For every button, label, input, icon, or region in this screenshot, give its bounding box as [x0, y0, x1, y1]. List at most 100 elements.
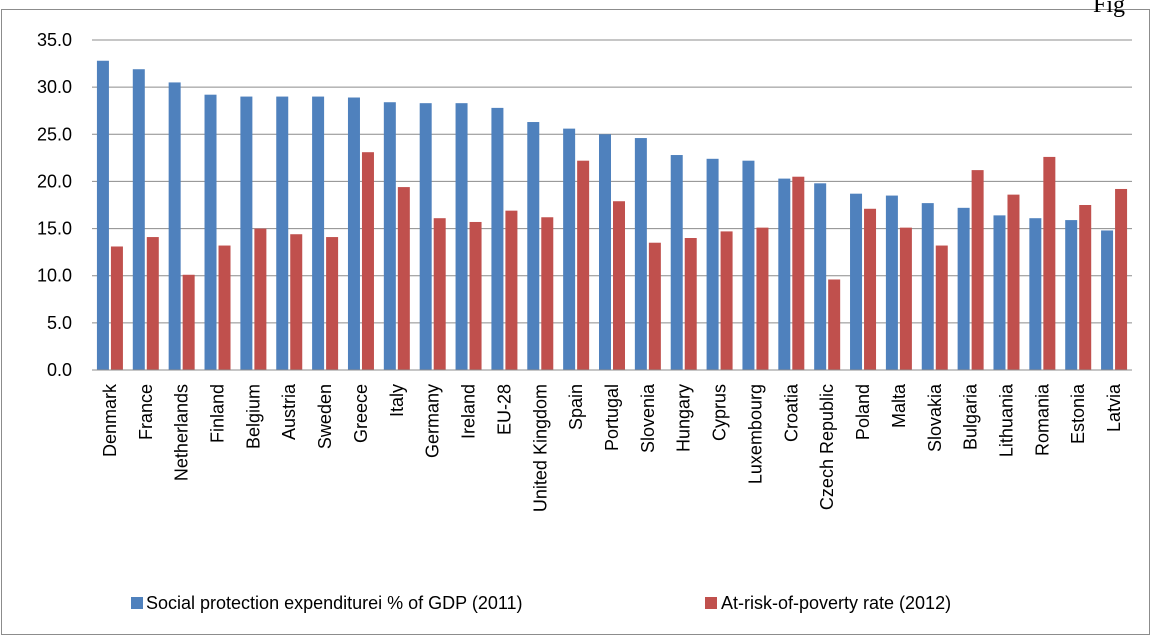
bar-expenditure-sweden — [312, 96, 325, 371]
bar-expenditure-united-kingdom — [527, 122, 540, 371]
bar-poverty-slovenia — [648, 242, 661, 370]
bar-expenditure-slovakia — [921, 203, 934, 370]
bar-expenditure-finland — [204, 94, 217, 370]
bar-expenditure-spain — [563, 128, 576, 370]
bar-poverty-greece — [361, 152, 374, 370]
bar-poverty-lithuania — [1007, 194, 1020, 370]
bar-expenditure-portugal — [599, 134, 611, 370]
bar-poverty-netherlands — [182, 274, 195, 370]
bar-poverty-ireland — [469, 221, 482, 370]
bar-poverty-estonia — [1079, 205, 1092, 370]
x-tick-label: Portugal — [602, 384, 622, 451]
x-tick-label: Slovakia — [925, 383, 945, 452]
x-tick-label: United Kingdom — [530, 384, 550, 512]
y-tick-label: 0.0 — [47, 360, 72, 380]
x-tick-label: Slovenia — [638, 383, 658, 453]
bar-poverty-bulgaria — [971, 170, 984, 370]
bar-poverty-cyprus — [720, 231, 733, 370]
bar-poverty-austria — [290, 234, 303, 370]
x-axis-tick-labels: Denmark France Netherlands Finland Belgium Au… — [100, 383, 1124, 512]
bar-poverty-sweden — [326, 237, 339, 370]
bar-poverty-croatia — [792, 176, 805, 370]
y-tick-label: 10.0 — [37, 266, 72, 286]
bar-expenditure-greece — [347, 97, 360, 370]
bar-poverty-slovakia — [935, 245, 948, 370]
legend-label-expenditure: Social protection expenditurei % of GDP … — [146, 593, 523, 613]
bar-poverty-united-kingdom — [541, 217, 554, 370]
bar-poverty-eu-28 — [505, 210, 518, 370]
y-tick-label: 25.0 — [37, 124, 72, 144]
bar-expenditure-lithuania — [993, 215, 1006, 370]
bar-poverty-poland — [864, 208, 877, 370]
bar-expenditure-slovenia — [634, 138, 647, 370]
bar-expenditure-germany — [419, 103, 432, 371]
bar-poverty-france — [146, 237, 159, 370]
bar-poverty-germany — [433, 218, 446, 370]
x-tick-label: Italy — [387, 384, 407, 417]
x-tick-label: Greece — [351, 384, 371, 443]
bar-expenditure-belgium — [240, 96, 253, 371]
bar-poverty-luxembourg — [756, 227, 769, 370]
x-tick-label: Estonia — [1068, 383, 1088, 444]
x-tick-label: Cyprus — [710, 384, 730, 441]
bar-expenditure-netherlands — [168, 82, 181, 370]
bar-expenditure-latvia — [1101, 230, 1114, 370]
bar-poverty-romania — [1043, 156, 1056, 370]
y-tick-label: 35.0 — [37, 30, 72, 50]
y-axis-tick-labels: 0.0 5.0 10.0 15.0 20.0 25.0 30.0 35.0 — [37, 30, 72, 380]
bar-expenditure-france — [132, 69, 145, 370]
x-tick-label: Netherlands — [172, 384, 192, 481]
legend: Social protection expenditurei % of GDP … — [131, 593, 951, 613]
bar-expenditure-ireland — [455, 103, 468, 371]
bar-poverty-portugal — [613, 201, 625, 370]
x-tick-label: Luxembourg — [745, 384, 765, 484]
legend-swatch-expenditure — [131, 597, 143, 609]
x-tick-label: EU-28 — [494, 384, 514, 435]
x-tick-label: Ireland — [459, 384, 479, 439]
x-tick-label: Denmark — [100, 383, 120, 457]
bar-expenditure-hungary — [670, 155, 683, 370]
bar-poverty-czech-republic — [828, 279, 841, 370]
bar-expenditure-romania — [1029, 218, 1042, 370]
bar-expenditure-italy — [383, 102, 396, 370]
bar-expenditure-croatia — [778, 178, 791, 370]
bar-expenditure-austria — [276, 96, 289, 371]
bars — [96, 60, 1128, 371]
x-tick-label: Croatia — [781, 383, 801, 442]
x-tick-label: Bulgaria — [961, 383, 981, 450]
x-tick-label: Lithuania — [996, 383, 1016, 457]
bar-expenditure-bulgaria — [957, 207, 970, 370]
y-tick-label: 15.0 — [37, 219, 72, 239]
x-tick-label: Czech Republic — [817, 384, 837, 510]
bar-expenditure-denmark — [96, 60, 109, 370]
bar-expenditure-cyprus — [706, 158, 719, 370]
x-tick-label: Hungary — [674, 384, 694, 452]
x-tick-label: Romania — [1032, 383, 1052, 456]
x-tick-label: Malta — [889, 383, 909, 428]
x-tick-label: Spain — [566, 384, 586, 430]
bar-poverty-belgium — [254, 228, 267, 370]
bar-expenditure-luxembourg — [742, 160, 755, 370]
bar-expenditure-malta — [885, 195, 898, 370]
legend-swatch-poverty — [705, 597, 717, 609]
y-tick-label: 30.0 — [37, 77, 72, 97]
bar-expenditure-estonia — [1065, 220, 1078, 370]
y-tick-label: 20.0 — [37, 171, 72, 191]
bar-poverty-italy — [397, 187, 410, 370]
x-tick-label: Poland — [853, 384, 873, 440]
x-tick-label: Finland — [208, 384, 228, 443]
y-tick-label: 5.0 — [47, 313, 72, 333]
bar-expenditure-czech-republic — [814, 183, 827, 370]
x-tick-label: Germany — [423, 384, 443, 458]
x-tick-label: Sweden — [315, 384, 335, 449]
bar-poverty-hungary — [684, 238, 697, 370]
bar-poverty-denmark — [110, 246, 123, 370]
bar-expenditure-eu-28 — [491, 107, 504, 370]
figure-caption-fragment: Fig — [1093, 0, 1126, 18]
bar-poverty-spain — [577, 160, 590, 370]
x-tick-label: Belgium — [243, 384, 263, 449]
x-tick-label: Austria — [279, 383, 299, 440]
bar-poverty-latvia — [1115, 188, 1128, 370]
legend-label-poverty: At-risk-of-poverty rate (2012) — [721, 593, 951, 613]
